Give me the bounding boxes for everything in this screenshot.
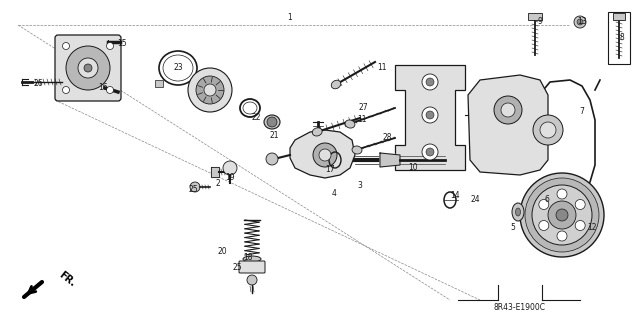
Text: 1: 1 <box>287 12 292 21</box>
Ellipse shape <box>264 115 280 129</box>
Circle shape <box>557 231 567 241</box>
Circle shape <box>247 275 257 285</box>
Circle shape <box>188 68 232 112</box>
Circle shape <box>422 144 438 160</box>
Text: 19: 19 <box>225 174 235 182</box>
FancyBboxPatch shape <box>55 35 121 101</box>
Circle shape <box>577 19 583 25</box>
Ellipse shape <box>312 128 322 136</box>
Text: 2: 2 <box>216 180 220 189</box>
Circle shape <box>501 103 515 117</box>
Circle shape <box>426 78 434 86</box>
Text: 20: 20 <box>217 248 227 256</box>
Bar <box>155 80 163 87</box>
Circle shape <box>190 182 200 192</box>
Text: 27: 27 <box>358 102 368 112</box>
Circle shape <box>539 199 549 210</box>
Circle shape <box>78 58 98 78</box>
Circle shape <box>532 185 592 245</box>
Text: 5: 5 <box>511 224 515 233</box>
Text: 14: 14 <box>450 191 460 201</box>
Text: 6: 6 <box>545 196 549 204</box>
Text: 3: 3 <box>358 182 362 190</box>
Circle shape <box>422 107 438 123</box>
Circle shape <box>426 111 434 119</box>
Circle shape <box>548 201 576 229</box>
Text: 25: 25 <box>232 263 242 272</box>
Circle shape <box>575 220 585 231</box>
Text: 21: 21 <box>269 131 279 140</box>
Text: 25: 25 <box>188 186 198 195</box>
Polygon shape <box>468 75 548 175</box>
PathPatch shape <box>290 130 355 178</box>
Circle shape <box>66 46 110 90</box>
Circle shape <box>63 86 70 93</box>
Text: 8R43-E1900C: 8R43-E1900C <box>494 303 546 313</box>
Text: 23: 23 <box>173 63 183 71</box>
Circle shape <box>266 153 278 165</box>
Circle shape <box>494 96 522 124</box>
FancyBboxPatch shape <box>239 261 265 273</box>
Text: FR.: FR. <box>57 270 77 289</box>
Circle shape <box>557 189 567 199</box>
Circle shape <box>196 76 224 104</box>
Ellipse shape <box>345 120 355 128</box>
Text: 28: 28 <box>382 132 392 142</box>
Bar <box>613 13 625 20</box>
Circle shape <box>204 84 216 96</box>
Ellipse shape <box>243 256 261 262</box>
Text: 24: 24 <box>470 196 480 204</box>
Text: 7: 7 <box>580 108 584 116</box>
Circle shape <box>319 149 331 161</box>
Text: 17: 17 <box>325 166 335 174</box>
Text: 26: 26 <box>33 79 43 88</box>
Text: 18: 18 <box>243 254 253 263</box>
Text: 13: 13 <box>577 17 587 26</box>
Circle shape <box>556 209 568 221</box>
Ellipse shape <box>515 208 520 216</box>
Circle shape <box>426 148 434 156</box>
Ellipse shape <box>332 80 340 89</box>
Circle shape <box>223 161 237 175</box>
Circle shape <box>267 117 277 127</box>
Circle shape <box>63 42 70 49</box>
Circle shape <box>520 173 604 257</box>
Polygon shape <box>395 65 465 170</box>
Text: 12: 12 <box>588 224 596 233</box>
Text: 8: 8 <box>620 33 625 42</box>
Text: 9: 9 <box>538 17 543 26</box>
Text: 22: 22 <box>252 114 260 122</box>
Circle shape <box>575 199 585 210</box>
Text: 16: 16 <box>98 83 108 92</box>
Bar <box>608 12 630 64</box>
Ellipse shape <box>352 146 362 154</box>
Ellipse shape <box>512 203 524 221</box>
Polygon shape <box>211 167 219 177</box>
Circle shape <box>84 64 92 72</box>
Text: 11: 11 <box>377 63 387 71</box>
Circle shape <box>533 115 563 145</box>
Circle shape <box>539 220 549 231</box>
Circle shape <box>106 86 113 93</box>
Text: 4: 4 <box>332 189 337 198</box>
Circle shape <box>540 122 556 138</box>
Text: 15: 15 <box>117 40 127 48</box>
Circle shape <box>313 143 337 167</box>
Polygon shape <box>380 153 400 167</box>
Circle shape <box>106 42 113 49</box>
Text: 10: 10 <box>408 164 418 173</box>
Circle shape <box>422 74 438 90</box>
Circle shape <box>525 178 599 252</box>
Circle shape <box>574 16 586 28</box>
Bar <box>528 13 542 20</box>
Text: 11: 11 <box>357 115 367 124</box>
